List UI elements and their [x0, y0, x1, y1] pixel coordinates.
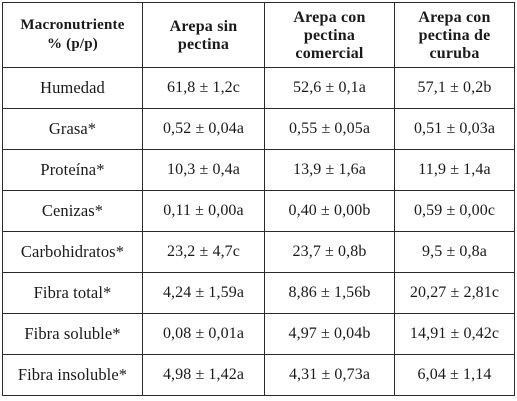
- table-row: Proteína* 10,3 ± 0,4a 13,9 ± 1,6a 11,9 ±…: [2, 149, 515, 191]
- value-sin-pectina: 23,2 ± 4,7c: [142, 231, 265, 273]
- value-pectina-comercial: 23,7 ± 0,8b: [264, 231, 395, 273]
- row-label: Proteína*: [2, 149, 143, 191]
- value-sin-pectina: 0,08 ± 0,01a: [142, 313, 265, 355]
- value-sin-pectina: 4,24 ± 1,59a: [142, 272, 265, 314]
- value-pectina-comercial: 4,31 ± 0,73a: [264, 354, 395, 396]
- value-pectina-curuba: 0,51 ± 0,03a: [394, 108, 515, 150]
- table-row: Carbohidratos* 23,2 ± 4,7c 23,7 ± 0,8b 9…: [2, 231, 515, 273]
- value-pectina-comercial: 4,97 ± 0,04b: [264, 313, 395, 355]
- value-pectina-comercial: 52,6 ± 0,1a: [264, 67, 395, 109]
- table-row: Fibra insoluble* 4,98 ± 1,42a 4,31 ± 0,7…: [2, 354, 515, 396]
- value-pectina-curuba: 14,91 ± 0,42c: [394, 313, 515, 355]
- header-macronutrient: Macronutriente % (p/p): [2, 2, 143, 68]
- table-row: Humedad 61,8 ± 1,2c 52,6 ± 0,1a 57,1 ± 0…: [2, 67, 515, 109]
- header-row: Macronutriente % (p/p) Arepa sin pectina…: [2, 2, 515, 68]
- table-row: Cenizas* 0,11 ± 0,00a 0,40 ± 0,00b 0,59 …: [2, 190, 515, 232]
- value-pectina-curuba: 11,9 ± 1,4a: [394, 149, 515, 191]
- macronutrient-table: Macronutriente % (p/p) Arepa sin pectina…: [2, 2, 515, 396]
- value-pectina-curuba: 20,27 ± 2,81c: [394, 272, 515, 314]
- value-sin-pectina: 4,98 ± 1,42a: [142, 354, 265, 396]
- table-row: Fibra soluble* 0,08 ± 0,01a 4,97 ± 0,04b…: [2, 313, 515, 355]
- table-row: Fibra total* 4,24 ± 1,59a 8,86 ± 1,56b 2…: [2, 272, 515, 314]
- row-label: Carbohidratos*: [2, 231, 143, 273]
- row-label: Grasa*: [2, 108, 143, 150]
- value-pectina-comercial: 8,86 ± 1,56b: [264, 272, 395, 314]
- value-pectina-comercial: 13,9 ± 1,6a: [264, 149, 395, 191]
- value-sin-pectina: 0,11 ± 0,00a: [142, 190, 265, 232]
- header-arepa-pectina-comercial: Arepa con pectina comercial: [264, 2, 395, 68]
- table-row: Grasa* 0,52 ± 0,04a 0,55 ± 0,05a 0,51 ± …: [2, 108, 515, 150]
- row-label: Cenizas*: [2, 190, 143, 232]
- row-label: Fibra insoluble*: [2, 354, 143, 396]
- value-pectina-comercial: 0,55 ± 0,05a: [264, 108, 395, 150]
- header-arepa-sin-pectina: Arepa sin pectina: [142, 2, 265, 68]
- value-pectina-curuba: 6,04 ± 1,14: [394, 354, 515, 396]
- header-arepa-pectina-curuba: Arepa con pectina de curuba: [394, 2, 515, 68]
- value-pectina-curuba: 9,5 ± 0,8a: [394, 231, 515, 273]
- value-sin-pectina: 10,3 ± 0,4a: [142, 149, 265, 191]
- row-label: Humedad: [2, 67, 143, 109]
- value-sin-pectina: 61,8 ± 1,2c: [142, 67, 265, 109]
- value-pectina-comercial: 0,40 ± 0,00b: [264, 190, 395, 232]
- value-pectina-curuba: 57,1 ± 0,2b: [394, 67, 515, 109]
- value-pectina-curuba: 0,59 ± 0,00c: [394, 190, 515, 232]
- row-label: Fibra soluble*: [2, 313, 143, 355]
- value-sin-pectina: 0,52 ± 0,04a: [142, 108, 265, 150]
- row-label: Fibra total*: [2, 272, 143, 314]
